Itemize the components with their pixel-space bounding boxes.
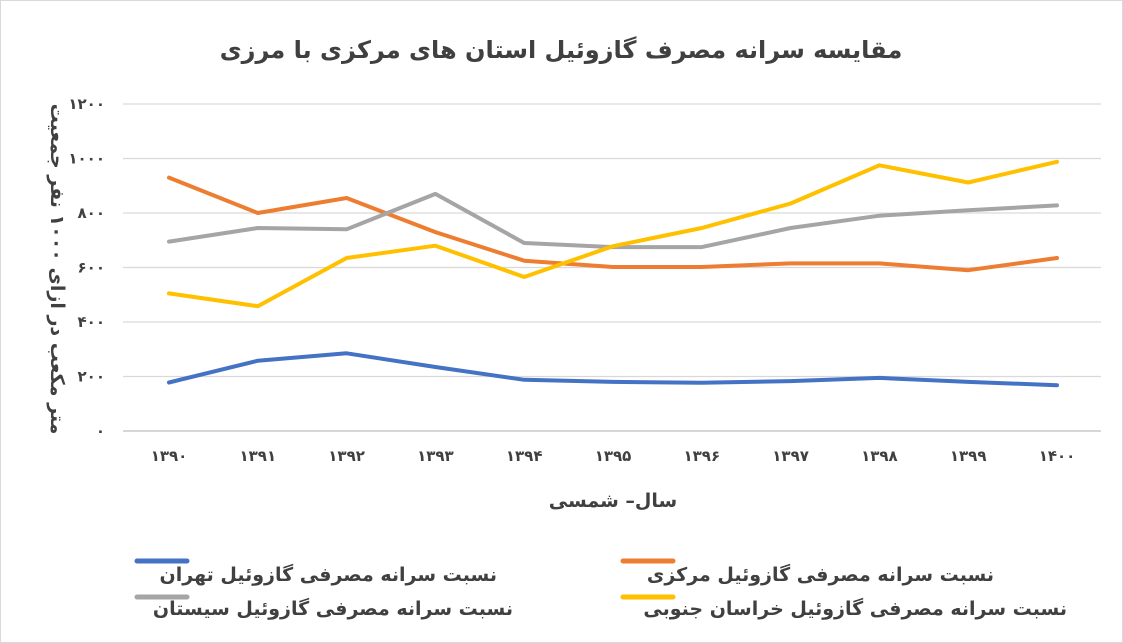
y-axis-title: متر مکعب در ازای ۱۰۰۰ نفر جمعیت <box>46 104 68 435</box>
x-tick-label: ۱۳۹۸ <box>861 447 898 465</box>
grid-lines <box>123 103 1101 432</box>
series-lines <box>167 159 1059 388</box>
y-tick-label: ۲۰۰ <box>78 368 105 386</box>
legend-label-3: نسبت سرانه مصرفی گازوئیل خراسان جنوبی <box>643 597 1067 620</box>
legend-label-0: نسبت سرانه مصرفی گازوئیل تهران <box>160 563 497 586</box>
x-axis-title: سال– شمسی <box>549 490 677 512</box>
x-axis-ticks: ۱۳۹۰ ۱۳۹۱ ۱۳۹۲ ۱۳۹۳ ۱۳۹۴ ۱۳۹۵ ۱۳۹۶ ۱۳۹۷ ۱۳۹۸ ۱۳۹۹… <box>151 447 1076 465</box>
x-tick-label: ۱۳۹۶ <box>683 447 720 465</box>
x-tick-label: ۱۳۹۳ <box>417 447 454 465</box>
legend-label-2: نسبت سرانه مصرفی گازوئیل سیستان <box>153 597 513 620</box>
series-line-1 <box>167 175 1059 273</box>
x-tick-label: ۱۳۹۲ <box>328 447 365 465</box>
y-axis-ticks: ۰ ۲۰۰ ۴۰۰ ۶۰۰ ۸۰۰ ۱۰۰۰ ۱۲۰۰ <box>68 95 105 440</box>
chart-title: مقایسه سرانه مصرف گازوئیل استان های مرکز… <box>220 36 903 64</box>
y-tick-label: ۴۰۰ <box>78 313 105 331</box>
series-line-0 <box>167 351 1059 388</box>
x-tick-label: ۱۳۹۰ <box>151 447 188 465</box>
x-tick-label: ۱۳۹۴ <box>506 447 543 465</box>
x-tick-label: ۱۳۹۵ <box>595 447 632 465</box>
legend: نسبت سرانه مصرفی گازوئیل تهران نسبت سرانه… <box>134 558 1067 620</box>
y-tick-label: ۶۰۰ <box>78 259 105 277</box>
y-tick-label: ۱۰۰۰ <box>68 150 105 168</box>
x-tick-label: ۱۳۹۱ <box>239 447 276 465</box>
series-line-2 <box>167 191 1059 250</box>
y-tick-label: ۰ <box>96 422 105 440</box>
x-tick-label: ۱۴۰۰ <box>1039 447 1076 465</box>
y-tick-label: ۸۰۰ <box>78 204 105 222</box>
y-tick-label: ۱۲۰۰ <box>68 95 105 113</box>
x-tick-label: ۱۳۹۹ <box>950 447 987 465</box>
legend-label-1: نسبت سرانه مصرفی گازوئیل مرکزی <box>647 563 994 586</box>
x-tick-label: ۱۳۹۷ <box>772 447 809 465</box>
series-line-3 <box>167 159 1059 309</box>
